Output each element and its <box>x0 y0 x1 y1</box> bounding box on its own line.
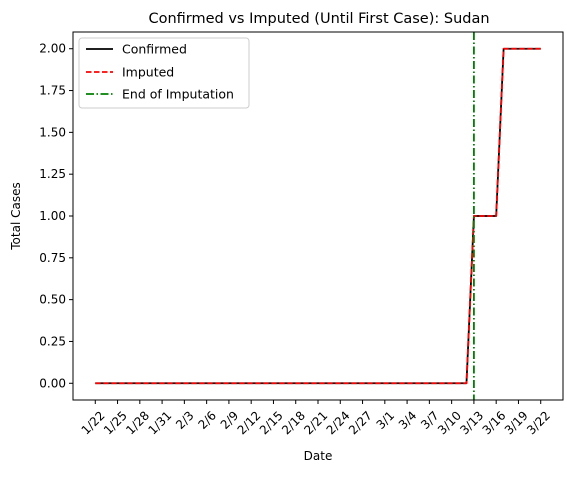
legend-label-confirmed: Confirmed <box>122 42 187 57</box>
y-tick-label: 1.00 <box>39 209 66 223</box>
x-tick-label: 3/22 <box>524 408 553 437</box>
y-tick-label: 1.50 <box>39 125 66 139</box>
x-tick-label: 3/10 <box>435 408 464 437</box>
x-tick-label: 3/4 <box>396 408 420 432</box>
y-tick-label: 1.75 <box>39 84 66 98</box>
y-axis-ticks: 0.00 0.25 0.50 0.75 1.00 1.25 1.50 1.75 2.00 <box>39 42 73 390</box>
x-tick-label: 1/25 <box>101 408 130 437</box>
x-axis-label: Date <box>304 449 333 463</box>
legend-label-imputed: Imputed <box>122 65 174 80</box>
series-line-imputed <box>95 47 541 385</box>
y-axis-label: Total Cases <box>9 182 23 250</box>
legend-box <box>78 37 250 109</box>
x-tick-label: 2/24 <box>324 408 353 437</box>
y-tick-label: 0.00 <box>39 376 66 390</box>
y-tick-label: 2.00 <box>39 42 66 56</box>
x-tick-label: 2/12 <box>235 408 264 437</box>
x-tick-label: 3/1 <box>374 408 398 432</box>
y-tick-label: 0.25 <box>39 334 66 348</box>
x-tick-label: 1/28 <box>123 408 152 437</box>
x-tick-label: 2/15 <box>257 408 286 437</box>
y-tick-label: 1.25 <box>39 167 66 181</box>
y-tick-label: 0.75 <box>39 251 66 265</box>
x-tick-label: 2/18 <box>279 408 308 437</box>
chart-title: Confirmed vs Imputed (Until First Case):… <box>148 11 489 27</box>
x-tick-label: 2/6 <box>195 408 219 432</box>
x-tick-label: 3/16 <box>480 408 509 437</box>
x-tick-label: 3/13 <box>457 408 486 437</box>
legend: Confirmed Imputed End of Imputation <box>78 37 250 109</box>
x-tick-label: 1/22 <box>79 408 108 437</box>
x-tick-label: 1/31 <box>145 408 174 437</box>
x-tick-label: 2/3 <box>173 408 197 432</box>
series-layer <box>95 32 541 400</box>
x-tick-label: 3/19 <box>502 408 531 437</box>
x-axis-ticks: 1/221/251/281/312/32/62/92/122/152/182/2… <box>79 400 553 437</box>
x-tick-label: 2/27 <box>346 408 375 437</box>
y-tick-label: 0.50 <box>39 293 66 307</box>
legend-label-end-of-imputation: End of Imputation <box>122 87 234 102</box>
x-tick-label: 2/21 <box>301 408 330 437</box>
